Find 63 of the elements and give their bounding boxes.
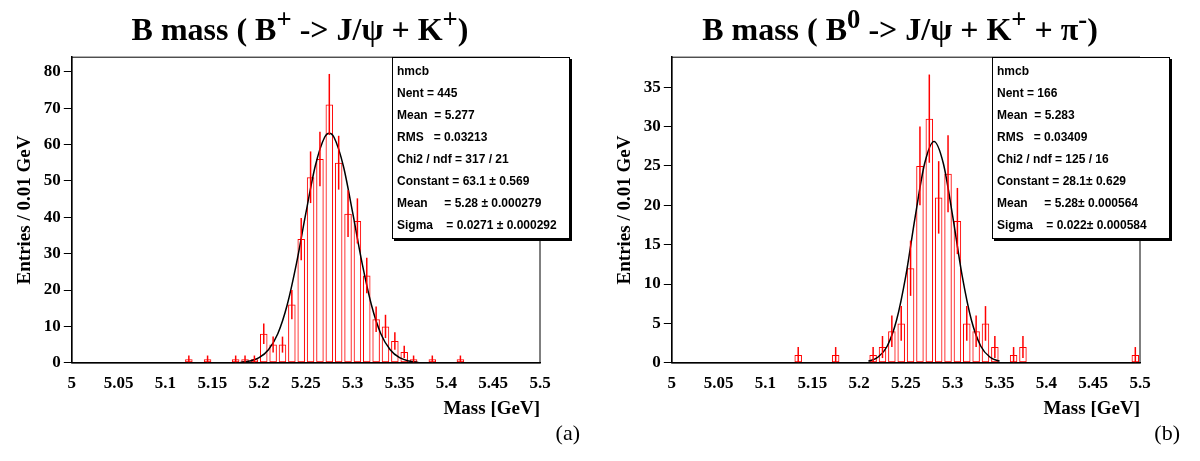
x-tick-label: 5.05: [103, 373, 134, 393]
y-tick-label: 40: [43, 206, 61, 226]
y-tick-label: 0: [652, 352, 661, 372]
y-axis-title: Entries / 0.01 GeV: [613, 135, 635, 285]
y-tick-label: 50: [43, 170, 61, 190]
y-tick-label: 15: [643, 234, 661, 254]
x-tick-label: 5.25: [291, 373, 321, 393]
annotation: Constant = 63.1 ± 0.569: [397, 173, 531, 191]
annotation: Mean = 5.28± 0.000564: [997, 195, 1139, 213]
x-tick-label: 5.05: [703, 373, 734, 393]
text: (a): [555, 420, 580, 446]
y-tick-label: 10: [643, 273, 661, 293]
x-tick-label: 5.1: [154, 373, 177, 393]
y-tick-label: 20: [43, 279, 61, 299]
y-tick-label: 0: [52, 352, 61, 372]
y-tick-label: 35: [643, 76, 661, 96]
x-tick-label: 5: [67, 373, 77, 393]
text: (b): [1154, 420, 1180, 446]
x-tick-label: 5.2: [848, 373, 870, 393]
annotation: hmcb: [397, 63, 430, 81]
x-tick-label: 5.2: [248, 373, 270, 393]
y-tick-label: 10: [43, 315, 61, 335]
annotation: Mean = 5.28 ± 0.000279: [397, 195, 543, 213]
y-tick-label: 80: [43, 61, 61, 81]
chart-title: B mass ( B$^{+}$ -> J/ψ + K$^{+}$): [130, 4, 470, 48]
annotation: Constant = 28.1± 0.629: [997, 173, 1127, 191]
x-tick-label: 5.25: [891, 373, 921, 393]
annotation: Nent = 445: [397, 85, 459, 103]
annotation: Sigma = 0.0271 ± 0.000292: [397, 217, 558, 235]
annotation: hmcb: [997, 63, 1030, 81]
y-tick-label: 70: [43, 97, 61, 117]
y-tick-label: 20: [643, 194, 661, 214]
x-axis-title: Mass [GeV]: [1043, 396, 1140, 418]
x-tick-label: 5.3: [342, 373, 364, 393]
y-tick-label: 5: [652, 312, 661, 332]
x-tick-label: 5.15: [797, 373, 828, 393]
annotation: Mean = 5.277: [397, 107, 476, 125]
x-tick-label: 5: [667, 373, 677, 393]
y-axis-title: Entries / 0.01 GeV: [13, 135, 35, 285]
annotation: RMS = 0.03409: [997, 129, 1089, 147]
x-tick-label: 5.5: [1129, 373, 1151, 393]
annotation: Sigma = 0.022± 0.000584: [997, 217, 1148, 235]
annotation: Nent = 166: [997, 85, 1059, 103]
x-tick-label: 5.35: [384, 373, 415, 393]
x-tick-label: 5.5: [529, 373, 551, 393]
y-tick-label: 60: [43, 133, 61, 153]
annotation: RMS = 0.03213: [397, 129, 489, 147]
chart-title: B mass ( B$^{0}$ -> J/ψ + K$^{+}$ + π$^{-}$): [701, 4, 1099, 48]
x-tick-label: 5.45: [478, 373, 509, 393]
y-tick-label: 25: [643, 155, 661, 175]
x-tick-label: 5.3: [942, 373, 964, 393]
y-tick-label: 30: [643, 115, 661, 135]
x-tick-label: 5.35: [984, 373, 1015, 393]
x-tick-label: 5.4: [435, 373, 458, 393]
annotation: Chi2 / ndf = 317 / 21: [397, 151, 510, 169]
annotation: Mean = 5.283: [997, 107, 1076, 125]
annotation: Chi2 / ndf = 125 / 16: [997, 151, 1110, 169]
x-tick-label: 5.45: [1078, 373, 1109, 393]
x-tick-label: 5.1: [754, 373, 777, 393]
y-tick-label: 30: [43, 243, 61, 263]
x-tick-label: 5.15: [197, 373, 228, 393]
x-tick-label: 5.4: [1035, 373, 1058, 393]
x-axis-title: Mass [GeV]: [443, 396, 540, 418]
